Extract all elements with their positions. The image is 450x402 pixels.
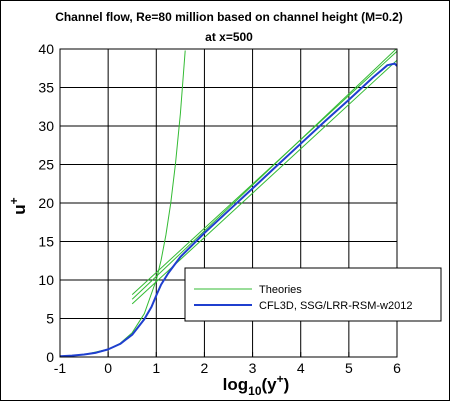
- x-axis-label-sub: 10: [248, 384, 262, 398]
- x-tick-label: 5: [345, 360, 353, 376]
- y-tick-label: 20: [38, 195, 54, 211]
- y-tick-label: 35: [38, 80, 54, 96]
- x-axis-label-main: log: [223, 375, 249, 394]
- y-tick-label: 40: [38, 41, 54, 57]
- x-tick-label: 4: [297, 360, 305, 376]
- x-axis-label-close: ): [284, 375, 290, 394]
- y-tick-label: 10: [38, 272, 54, 288]
- x-tick-label: 0: [104, 360, 112, 376]
- x-tick-label: 3: [249, 360, 257, 376]
- x-axis-label-sup: +: [277, 372, 284, 386]
- theory-curve-2: [131, 50, 397, 295]
- legend: Theories CFL3D, SSG/LRR-RSM-w2012: [184, 267, 442, 322]
- y-tick-label: 0: [46, 349, 54, 365]
- y-axis-label-sup: +: [7, 197, 21, 204]
- y-tick-label: 30: [38, 118, 54, 134]
- y-axis-label: u+: [7, 197, 29, 214]
- legend-box: [184, 267, 442, 322]
- y-axis-label-main: u: [10, 204, 29, 214]
- x-tick-label: 1: [152, 360, 160, 376]
- series-layer: [60, 49, 397, 357]
- legend-label-theories: Theories: [259, 284, 302, 296]
- x-axis-label-paren: (y: [262, 375, 278, 394]
- chart-title: Channel flow, Re=80 million based on cha…: [55, 10, 403, 24]
- x-axis-label: log10(y+): [223, 372, 290, 398]
- x-tick-label: 6: [393, 360, 401, 376]
- legend-label-cfl3d: CFL3D, SSG/LRR-RSM-w2012: [259, 300, 412, 312]
- cfl3d-curve-0: [60, 62, 397, 357]
- chart-subtitle: at x=500: [205, 30, 253, 44]
- y-tick-label: 5: [46, 311, 54, 327]
- x-tick-label: -1: [54, 360, 67, 376]
- x-tick-label: 2: [201, 360, 209, 376]
- y-tick-label: 25: [38, 157, 54, 173]
- theory-curve-3: [131, 49, 397, 300]
- y-tick-label: 15: [38, 234, 54, 250]
